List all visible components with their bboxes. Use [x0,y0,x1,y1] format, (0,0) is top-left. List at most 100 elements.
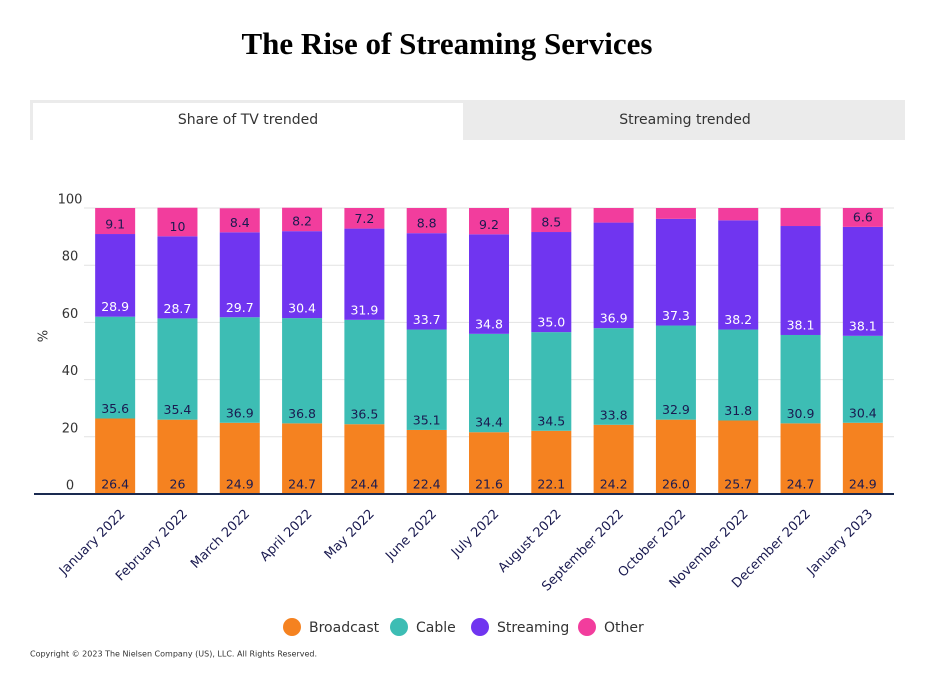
bar-segment [593,328,634,425]
y-tick-label: 40 [62,364,79,379]
value-label: 22.1 [537,477,565,492]
x-tick-label: March 2022 [188,507,253,572]
x-tick-label: May 2022 [322,507,378,563]
value-label: 35.1 [413,412,441,427]
bar-segment [718,420,759,494]
bar-segment [282,207,323,232]
bar-segment [469,234,509,334]
value-label: 25.7 [724,477,752,492]
value-label: 28.7 [164,301,192,316]
bar-segment [157,207,198,237]
bar-segment [406,208,447,234]
legend-swatch [283,618,301,636]
legend-label: Broadcast [309,620,380,636]
tab-active[interactable] [33,103,463,140]
tab-label[interactable]: Streaming trended [619,112,751,128]
value-label: 38.2 [724,312,752,327]
value-label: 30.4 [849,405,877,420]
bar-segment [95,234,136,317]
value-label: 33.7 [413,312,441,327]
value-label: 9.2 [479,217,499,232]
x-tick-label: January 2023 [804,507,876,579]
bar-segment [593,222,634,329]
value-label: 35.6 [101,401,129,416]
bar-segment [406,329,447,430]
bar-segment [593,208,634,223]
legend-swatch [471,618,489,636]
x-tick-label: June 2022 [382,507,440,565]
bar-segment [780,226,821,335]
value-label: 33.8 [600,407,628,422]
value-label: 8.8 [417,216,437,231]
bar-segment [842,208,883,227]
value-label: 9.1 [105,217,125,232]
bar-segment [219,317,260,423]
value-label: 36.9 [226,405,254,420]
value-label: 35.0 [537,315,565,330]
legend-swatch [390,618,408,636]
bar-segment [531,332,572,431]
value-label: 36.8 [288,406,316,421]
value-label: 24.7 [787,477,815,492]
value-label: 34.8 [475,316,503,331]
value-label: 24.9 [226,477,254,492]
bar-segment [406,233,447,330]
y-tick-label: 100 [58,193,83,208]
value-label: 7.2 [354,211,374,226]
bar-segment [593,424,634,494]
bar-segment [780,208,821,227]
bar-segment [655,419,696,494]
value-label: 31.9 [350,302,378,317]
legend-label: Streaming [497,620,569,636]
value-label: 22.4 [413,477,441,492]
bar-segment [282,318,323,424]
value-label: 34.5 [537,413,565,428]
bar-segment [469,208,509,235]
tab-label[interactable]: Share of TV trended [178,112,318,128]
value-label: 32.9 [662,402,690,417]
value-label: 21.6 [475,477,503,492]
value-label: 24.7 [288,477,316,492]
bar-segment [780,423,821,494]
bar-segment [780,334,821,424]
value-label: 37.3 [662,308,690,323]
bar-segment [655,325,696,420]
bar-segment [655,208,696,219]
x-tick-label: August 2022 [496,507,565,576]
bar-segment [157,419,198,494]
bar-segment [406,429,447,494]
value-label: 29.7 [226,300,254,315]
bar-segment [219,232,260,318]
bar-segment [95,316,136,419]
bar-segment [344,319,385,425]
bar-segment [655,218,696,326]
value-label: 30.4 [288,301,316,316]
bar-segment [718,329,759,421]
value-label: 35.4 [164,402,192,417]
y-tick-label: 80 [62,250,79,265]
value-label: 26 [170,477,186,492]
legend-label: Cable [416,620,456,636]
value-label: 8.2 [292,214,312,229]
bar-segment [219,422,260,494]
value-label: 26.4 [101,477,129,492]
y-axis-label: % [37,330,52,342]
chart-title: The Rise of Streaming Services [242,26,653,61]
bar-segment [344,208,385,229]
bar-segment [531,232,572,333]
bar-segment [344,228,385,320]
bar-segment [469,432,509,494]
value-label: 36.5 [350,407,378,422]
value-label: 38.1 [787,317,815,332]
value-label: 8.5 [541,215,561,230]
bar-segment [344,424,385,494]
value-label: 38.1 [849,318,877,333]
bar-segment [531,207,572,233]
bar-segment [718,208,759,221]
value-label: 34.4 [475,415,503,430]
value-label: 31.8 [724,403,752,418]
bar-segment [95,418,136,494]
value-label: 30.9 [787,406,815,421]
value-label: 10 [170,219,186,234]
